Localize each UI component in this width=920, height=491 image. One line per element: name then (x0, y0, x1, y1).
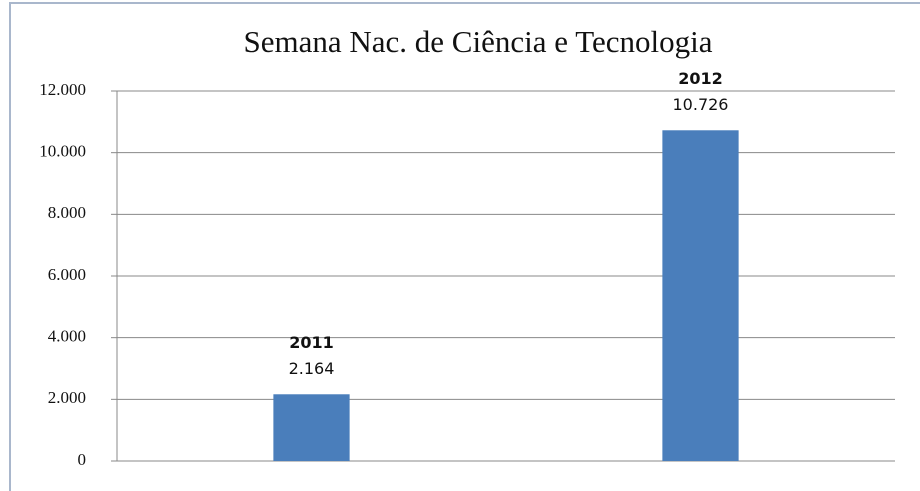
y-tick-label: 12.000 (39, 80, 86, 99)
chart-title: Semana Nac. de Ciência e Tecnologia (244, 24, 713, 59)
y-tick-label: 0 (78, 450, 87, 469)
chart-frame (9, 2, 920, 491)
y-tick-label: 4.000 (48, 327, 86, 346)
bar (273, 394, 350, 461)
category-label: 2012 (678, 69, 723, 88)
data-label: 10.726 (673, 95, 729, 114)
y-tick-label: 8.000 (48, 203, 86, 222)
y-tick-label: 2.000 (48, 388, 86, 407)
category-label: 2011 (289, 333, 334, 352)
y-tick-label: 6.000 (48, 265, 86, 284)
data-label: 2.164 (289, 359, 335, 378)
bar (662, 130, 739, 461)
y-tick-label: 10.000 (39, 142, 86, 161)
